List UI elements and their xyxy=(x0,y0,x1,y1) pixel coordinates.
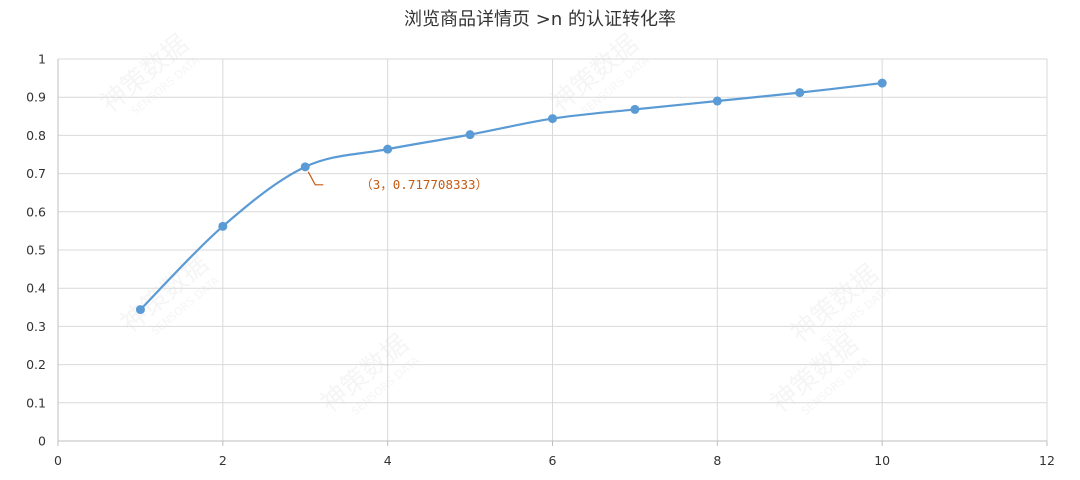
x-tick-label: 10 xyxy=(874,453,890,468)
y-tick-label: 0.4 xyxy=(26,281,46,296)
x-tick-label: 6 xyxy=(549,453,557,468)
chart-title: 浏览商品详情页 >n 的认证转化率 xyxy=(404,9,676,30)
annotation-label: （3，0.717708333） xyxy=(360,177,488,192)
data-point xyxy=(300,162,310,172)
axes xyxy=(57,59,1048,446)
data-point xyxy=(548,114,557,124)
y-tick-label: 0.6 xyxy=(26,204,46,219)
y-tick-label: 1 xyxy=(38,52,46,67)
y-tick-label: 0.3 xyxy=(26,319,46,334)
x-tick-label: 8 xyxy=(713,453,721,468)
data-point xyxy=(877,78,887,88)
data-point xyxy=(630,104,640,114)
data-point xyxy=(712,96,722,106)
series-layer xyxy=(135,78,887,315)
annotation-leader-line xyxy=(307,171,324,186)
annotation-layer: （3，0.717708333） xyxy=(307,171,488,192)
series-line xyxy=(139,81,883,311)
data-point xyxy=(383,144,393,154)
y-tick-label: 0.1 xyxy=(26,395,46,410)
x-tick-label: 0 xyxy=(54,453,62,468)
y-tick-label: 0.5 xyxy=(26,243,46,258)
x-tick-label: 4 xyxy=(384,453,392,468)
y-tick-label: 0.2 xyxy=(26,357,46,372)
y-tick-label: 0.9 xyxy=(26,90,46,105)
data-point xyxy=(218,221,228,231)
y-tick-label: 0.8 xyxy=(26,128,46,143)
x-tick-label: 2 xyxy=(219,453,227,468)
data-point xyxy=(795,88,805,98)
data-point xyxy=(135,305,145,315)
x-tick-label: 12 xyxy=(1039,453,1055,468)
y-tick-label: 0 xyxy=(38,434,46,449)
y-tick-label: 0.7 xyxy=(26,166,46,181)
data-point xyxy=(465,130,475,140)
tick-labels: 00.10.20.30.40.50.60.70.80.910 2 4 6 8 10 12 xyxy=(26,52,1055,469)
